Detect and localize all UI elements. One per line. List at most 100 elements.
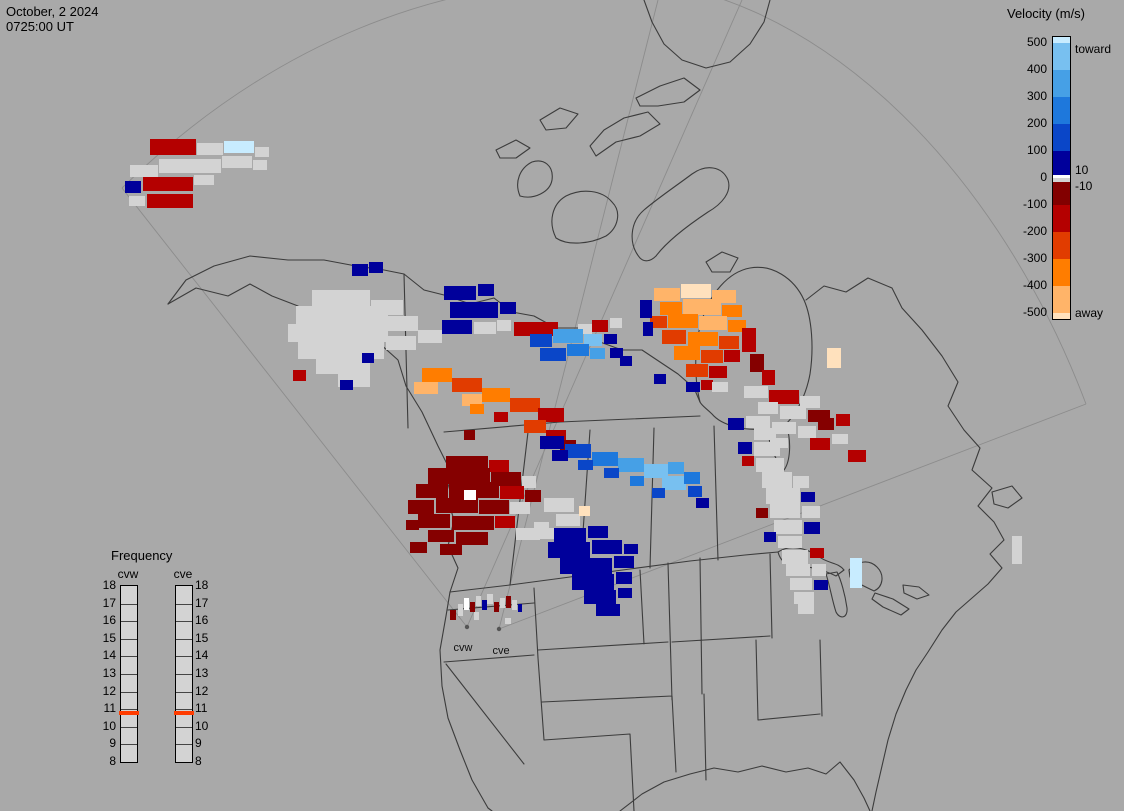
velocity-cell (584, 334, 602, 346)
velocity-cell (769, 390, 799, 404)
fov-left-edge (121, 187, 468, 628)
velocity-cell (818, 418, 834, 430)
velocity-cell (525, 490, 541, 502)
velocity-cell (728, 418, 744, 430)
velocity-cell (362, 353, 374, 363)
velocity-cell (624, 544, 638, 554)
frequency-bar-tick (121, 727, 137, 728)
velocity-tick-label: 300 (1026, 89, 1047, 103)
fov-outer-arc (121, 0, 1087, 405)
velocity-cell (654, 374, 666, 384)
velocity-legend: Velocity (m/s) 500 400 300 200 100 0 -100 -200 -… (1005, 6, 1124, 332)
frequency-bar-tick (176, 709, 192, 710)
velocity-cell (756, 508, 768, 518)
velocity-cell (487, 594, 493, 604)
velocity-cell (724, 350, 740, 362)
velocity-cell (567, 344, 589, 356)
toward-label: toward (1075, 42, 1112, 56)
velocity-cell (500, 302, 516, 314)
velocity-cell (758, 402, 778, 414)
velocity-cell (744, 386, 768, 398)
velocity-cell (754, 428, 776, 440)
velocity-cell (428, 468, 490, 484)
velocity-cell (590, 348, 605, 359)
velocity-cell (722, 305, 742, 317)
velocity-cell (686, 364, 708, 377)
frequency-tick-label: 13 (102, 666, 116, 680)
velocity-cell (440, 544, 462, 555)
coastlines (167, 0, 1023, 811)
frequency-tick-label: 15 (102, 630, 116, 645)
velocity-legend-title: Velocity (m/s) (1007, 6, 1086, 21)
radar-sites: cvw cve (454, 624, 510, 657)
velocity-cell (1012, 536, 1022, 564)
velocity-cell (464, 430, 475, 440)
velocity-colorbar-segment (1053, 151, 1070, 175)
velocity-cell (742, 456, 754, 466)
frequency-tick-label: 9 (195, 736, 202, 751)
inner-pos-label: 10 (1075, 163, 1089, 177)
velocity-cell (296, 306, 388, 324)
velocity-cell (662, 476, 686, 490)
velocity-cell (414, 382, 438, 394)
velocity-cell (500, 598, 505, 608)
velocity-cell (422, 368, 452, 382)
frequency-bar-tick (121, 621, 137, 622)
velocity-cell (436, 498, 478, 513)
velocity-cell (456, 532, 488, 545)
velocity-cell (474, 322, 496, 334)
velocity-colorbar-segment (1053, 124, 1070, 151)
velocity-cell (668, 462, 684, 474)
velocity-cell (688, 332, 718, 346)
velocity-tick-label: -100 (1022, 197, 1047, 211)
velocity-cell (288, 324, 388, 342)
frequency-bar-tick (121, 709, 137, 710)
velocity-colorbar-segment (1053, 70, 1070, 97)
velocity-cell (540, 528, 556, 539)
velocity-tick-label: -500 (1022, 305, 1047, 319)
velocity-cell (410, 542, 427, 553)
frequency-bar-tick (121, 639, 137, 640)
velocity-cell (495, 516, 515, 528)
velocity-cell (544, 498, 574, 512)
velocity-cell (709, 366, 727, 378)
velocity-cell (584, 590, 616, 604)
velocity-cell (556, 514, 580, 526)
velocity-cell (560, 558, 612, 574)
velocity-cell (810, 438, 830, 450)
radar-label: cvw (454, 642, 473, 654)
velocity-cell (652, 488, 665, 498)
frequency-bar-tick (176, 604, 192, 605)
velocity-cell (579, 506, 590, 516)
timestamp-time: 0725:00 UT (6, 19, 74, 34)
frequency-bar-tick (121, 674, 137, 675)
velocity-colorbar-segment (1053, 313, 1070, 319)
velocity-cell (476, 596, 481, 606)
velocity-cell (793, 476, 809, 488)
frequency-bar-cvw (119, 585, 139, 763)
velocity-cell (147, 194, 193, 208)
velocity-cell (474, 612, 479, 620)
velocity-cell (643, 322, 653, 336)
velocity-cell (416, 484, 448, 498)
velocity-cell (548, 542, 590, 558)
velocity-cell (592, 540, 622, 554)
velocity-cell (848, 450, 866, 462)
velocity-cell (616, 572, 632, 584)
velocity-cell (782, 550, 808, 564)
velocity-cell (699, 316, 727, 330)
velocity-cell (827, 348, 841, 368)
velocity-cell (681, 284, 711, 298)
velocity-cell (836, 414, 850, 426)
velocity-cell (194, 175, 214, 185)
frequency-bar-tick (121, 744, 137, 745)
velocity-cell (614, 556, 634, 568)
velocity-cell (352, 264, 368, 276)
velocity-cell (770, 504, 800, 518)
velocity-cell (850, 558, 862, 588)
velocity-cell (800, 396, 820, 408)
velocity-tick-label: -200 (1022, 224, 1047, 238)
velocity-cell (812, 564, 826, 576)
frequency-tick-label: 10 (195, 718, 209, 733)
velocity-cell (786, 564, 810, 576)
